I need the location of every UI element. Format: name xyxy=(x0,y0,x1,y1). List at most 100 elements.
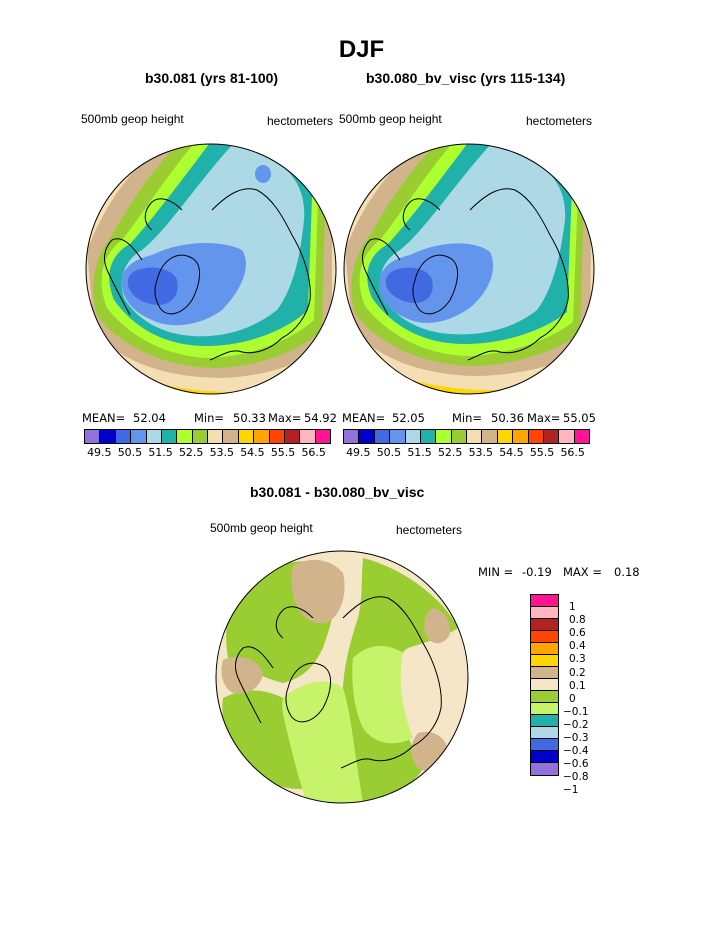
panel-2-mean-label: MEAN= xyxy=(342,411,386,425)
coastline-alaska xyxy=(402,198,441,231)
coastline-greenland xyxy=(154,254,200,315)
coastline-alaska xyxy=(275,606,314,639)
colorbar-tick-label: 55.5 xyxy=(270,446,296,459)
colorbar-swatch xyxy=(208,430,224,443)
colorbar-swatch xyxy=(531,595,558,607)
colorbar-swatch xyxy=(269,430,285,443)
coastline-eurasia xyxy=(469,188,569,339)
coastline-alaska xyxy=(144,198,183,231)
colorbar-tick-label: 55.5 xyxy=(529,446,555,459)
colorbar-tick-label: −0.3 xyxy=(563,732,589,744)
colorbar-swatch xyxy=(531,667,558,679)
diff-max-value: 0.18 xyxy=(614,565,640,579)
colorbar-tick-label: 56.5 xyxy=(560,446,585,459)
panel-1-max-value: 54.92 xyxy=(304,411,337,425)
colorbar-tick-label: −0.4 xyxy=(563,745,589,758)
colorbar-swatch xyxy=(451,430,467,443)
colorbar-swatch xyxy=(559,430,575,443)
diff-colorbar-ticks: 1 0.8 0.6 0.4 0.3 0.2 0.1 0 −0.1 −0.2 −0.3 −0.4 −0.6… xyxy=(563,594,613,796)
colorbar-tick-label: 0.1 xyxy=(569,679,586,692)
colorbar-swatch xyxy=(85,430,101,443)
colorbar-swatch xyxy=(531,607,558,619)
colorbar-swatch xyxy=(223,430,239,443)
colorbar-tick-label: 0.8 xyxy=(569,614,586,627)
panel-1-min-value: 50.33 xyxy=(233,411,266,425)
colorbar-tick-label: 49.5 xyxy=(87,446,112,459)
coastline-namerica xyxy=(104,238,143,316)
coastline-europe xyxy=(209,337,283,361)
field-lightgreen-central xyxy=(282,681,363,803)
figure-title: DJF xyxy=(338,36,385,63)
colorbar-tick-label: 53.5 xyxy=(209,446,235,459)
colorbar-swatch xyxy=(513,430,529,443)
colorbar-tick-label: −0.2 xyxy=(563,718,589,731)
panel-1-min-label: Min= xyxy=(194,411,225,425)
coastline-namerica xyxy=(362,238,401,316)
colorbar-swatch xyxy=(531,619,558,631)
colorbar-swatch xyxy=(420,430,437,443)
colorbar-tick-label: 49.5 xyxy=(346,446,371,459)
patch-tan-northeast xyxy=(424,608,451,644)
coastline-eurasia xyxy=(211,188,311,339)
colorbar-tick-label: −0.8 xyxy=(563,771,589,784)
colorbar-tick-label: 50.5 xyxy=(117,446,143,459)
coastline-eurasia xyxy=(342,596,442,747)
panel-2-units-label: hectometers xyxy=(526,114,593,128)
panel-2-colorbar-ticks: 49.5 50.5 51.5 52.5 53.5 54.5 55.5 56.5 xyxy=(343,446,588,460)
colorbar-tick-label: 0.2 xyxy=(569,666,586,679)
colorbar-tick-label: 52.5 xyxy=(437,446,463,459)
colorbar-tick-label: 0.4 xyxy=(569,640,586,653)
diff-title: b30.081 - b30.080_bv_visc xyxy=(250,484,425,500)
colorbar-swatch xyxy=(531,715,558,727)
panel-1-colorbar xyxy=(84,429,331,444)
colorbar-swatch xyxy=(497,430,514,443)
panel-1-variable-label: 500mb geop height xyxy=(81,112,184,126)
colorbar-tick-label: 0 xyxy=(569,692,576,705)
coastline-europe xyxy=(340,745,414,769)
colorbar-swatch xyxy=(531,655,558,667)
colorbar-swatch xyxy=(315,430,330,443)
colorbar-tick-label: 1 xyxy=(569,601,576,613)
patch-cornflower xyxy=(255,165,271,183)
colorbar-swatch xyxy=(531,763,558,775)
panel-1-units-label: hectometers xyxy=(267,114,334,128)
colorbar-swatch xyxy=(531,727,558,739)
colorbar-swatch xyxy=(254,430,270,443)
colorbar-swatch xyxy=(467,430,483,443)
colorbar-swatch xyxy=(100,430,116,443)
colorbar-swatch xyxy=(238,430,255,443)
coastline-europe xyxy=(467,337,541,361)
colorbar-swatch xyxy=(531,691,558,703)
panel-2-colorbar xyxy=(343,429,590,444)
colorbar-swatch xyxy=(390,430,406,443)
colorbar-swatch xyxy=(300,430,316,443)
colorbar-swatch xyxy=(543,430,560,443)
colorbar-tick-label: 56.5 xyxy=(301,446,326,459)
colorbar-swatch xyxy=(177,430,193,443)
coastline-greenland xyxy=(285,662,331,723)
coastline-greenland xyxy=(412,254,458,315)
panel-1-max-label: Max= xyxy=(268,411,302,425)
panel-2-max-value: 55.05 xyxy=(563,411,596,425)
panel-2-variable-label: 500mb geop height xyxy=(339,112,442,126)
field-lightgreen-east xyxy=(352,646,413,744)
panel-1-mean-label: MEAN= xyxy=(82,411,126,425)
colorbar-swatch xyxy=(192,430,208,443)
colorbar-swatch xyxy=(344,430,360,443)
diff-polar-map xyxy=(215,550,469,804)
colorbar-tick-label: 54.5 xyxy=(240,446,265,459)
coastline-namerica xyxy=(235,646,274,724)
colorbar-swatch xyxy=(531,751,558,763)
panel-2-min-value: 50.36 xyxy=(491,411,524,425)
patch-tan-west xyxy=(221,656,263,694)
colorbar-swatch xyxy=(131,430,147,443)
colorbar-tick-label: 50.5 xyxy=(376,446,402,459)
colorbar-tick-label: 0.3 xyxy=(569,653,586,666)
band-cornflower xyxy=(121,243,246,326)
diff-colorbar xyxy=(530,594,559,776)
colorbar-tick-label: −0.6 xyxy=(563,758,589,771)
panel-2-polar-map xyxy=(343,143,595,395)
colorbar-swatch xyxy=(528,430,544,443)
colorbar-swatch xyxy=(531,679,558,691)
colorbar-tick-label: 51.5 xyxy=(148,446,173,459)
